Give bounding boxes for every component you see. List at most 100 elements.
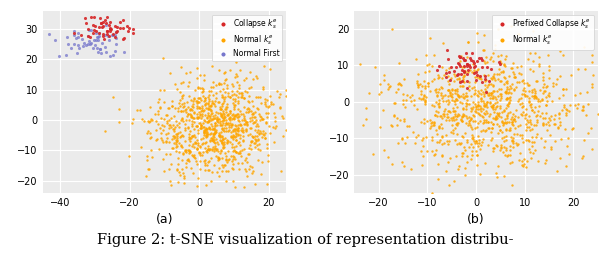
Point: [221, 121, 231, 125]
Point: [237, 125, 247, 130]
Point: [496, 61, 506, 65]
Point: [228, 101, 238, 105]
Point: [188, 102, 198, 107]
Point: [479, 103, 489, 108]
Point: [515, 151, 525, 155]
Point: [501, 146, 511, 150]
Point: [525, 99, 534, 103]
Point: [486, 137, 496, 142]
Point: [262, 146, 272, 150]
Point: [520, 116, 530, 120]
Point: [506, 24, 516, 28]
Point: [495, 61, 504, 66]
Point: [253, 138, 263, 142]
Point: [447, 65, 456, 69]
Point: [215, 135, 225, 139]
Point: [510, 75, 520, 79]
Point: [444, 100, 454, 104]
Point: [534, 54, 544, 59]
Point: [481, 117, 491, 122]
Point: [470, 65, 479, 69]
Point: [187, 153, 197, 158]
Point: [166, 124, 176, 129]
Point: [171, 140, 181, 144]
Point: [472, 163, 482, 167]
Point: [226, 134, 235, 138]
Point: [96, 20, 106, 25]
Point: [252, 76, 262, 80]
Point: [211, 110, 221, 114]
Point: [274, 95, 284, 99]
Point: [481, 89, 490, 93]
Point: [503, 96, 512, 100]
Point: [507, 122, 517, 126]
Point: [214, 68, 223, 72]
Point: [500, 109, 509, 113]
Point: [486, 93, 496, 98]
Point: [542, 85, 551, 90]
Point: [476, 113, 486, 117]
Point: [473, 103, 483, 107]
Point: [81, 21, 90, 25]
Point: [443, 94, 453, 99]
Point: [491, 143, 501, 147]
Point: [204, 126, 214, 130]
Point: [524, 100, 534, 105]
Point: [508, 118, 518, 122]
Point: [479, 32, 489, 37]
Point: [501, 80, 511, 84]
Point: [501, 138, 511, 143]
Point: [439, 141, 449, 145]
Point: [595, 127, 605, 131]
Point: [487, 91, 497, 95]
Point: [481, 128, 490, 132]
Point: [383, 82, 393, 86]
Point: [170, 82, 180, 86]
Point: [499, 145, 509, 149]
Point: [465, 118, 475, 122]
Point: [200, 96, 210, 100]
Point: [387, 124, 397, 128]
Point: [434, 101, 444, 105]
Point: [509, 145, 518, 150]
Point: [182, 157, 192, 162]
Point: [216, 149, 226, 153]
Point: [463, 70, 473, 75]
Point: [182, 99, 192, 104]
Point: [481, 103, 490, 107]
Point: [230, 97, 240, 101]
Point: [173, 156, 182, 160]
Point: [215, 88, 224, 93]
Point: [194, 150, 204, 154]
Point: [219, 118, 229, 122]
Point: [453, 167, 463, 171]
Point: [207, 63, 217, 68]
Point: [193, 100, 203, 104]
Point: [442, 139, 452, 143]
Point: [136, 145, 146, 149]
Point: [393, 141, 403, 145]
Point: [212, 147, 221, 151]
Point: [203, 126, 212, 131]
Point: [471, 107, 481, 112]
Point: [477, 58, 487, 62]
Point: [545, 117, 555, 122]
Point: [491, 114, 501, 118]
Point: [231, 150, 241, 154]
Point: [154, 96, 163, 101]
Point: [361, 117, 371, 121]
Point: [92, 29, 101, 33]
Point: [448, 131, 458, 135]
Point: [462, 71, 472, 76]
Point: [483, 93, 493, 97]
Point: [496, 94, 506, 98]
Point: [210, 104, 220, 109]
Point: [223, 122, 232, 126]
Point: [597, 122, 606, 126]
Point: [432, 72, 442, 77]
Point: [230, 75, 240, 79]
Point: [186, 113, 196, 118]
Point: [472, 153, 482, 157]
Point: [205, 107, 215, 111]
Point: [481, 77, 491, 82]
